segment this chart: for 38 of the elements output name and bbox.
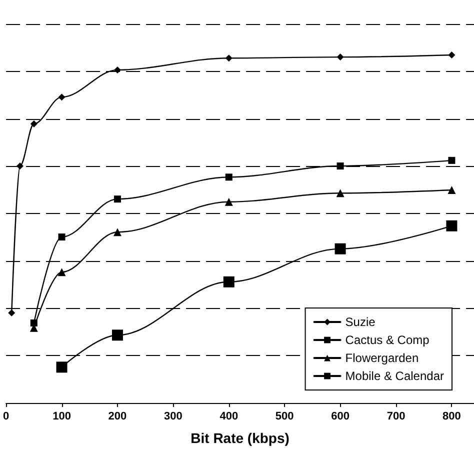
legend-label: Mobile & Calendar	[345, 369, 444, 383]
legend-label: Cactus & Comp	[345, 333, 430, 347]
x-tick-label: 600	[331, 410, 350, 422]
point	[336, 162, 344, 170]
point	[224, 198, 233, 206]
point	[223, 276, 234, 288]
x-tick-label: 500	[275, 410, 294, 422]
point	[114, 66, 121, 74]
point	[114, 196, 121, 203]
point	[58, 233, 66, 240]
point	[336, 189, 344, 198]
point	[56, 362, 68, 373]
x-tick-label: 300	[164, 410, 182, 422]
point	[448, 186, 456, 194]
x-tick-label: 100	[52, 410, 71, 422]
point	[448, 51, 456, 58]
x-tick-label: 200	[108, 410, 127, 422]
point	[30, 120, 38, 128]
point	[8, 309, 16, 316]
point	[448, 156, 456, 164]
point	[113, 228, 122, 236]
point	[30, 319, 38, 326]
point	[58, 94, 66, 101]
legend-label: Flowergarden	[345, 351, 419, 365]
point	[58, 268, 66, 276]
x-tick-label: 400	[220, 410, 238, 422]
point	[225, 174, 232, 181]
point	[334, 243, 346, 254]
x-tick-label: 700	[386, 410, 406, 422]
x-tick-label: 0	[2, 410, 10, 422]
point	[225, 54, 232, 62]
point	[336, 54, 344, 61]
point	[16, 162, 24, 170]
x-tick-label: 800	[442, 410, 461, 422]
point	[112, 330, 123, 341]
point	[446, 220, 458, 232]
legend-label: Suzie	[345, 315, 376, 329]
x-axis-title: Bit Rate (kbps)	[190, 430, 290, 446]
